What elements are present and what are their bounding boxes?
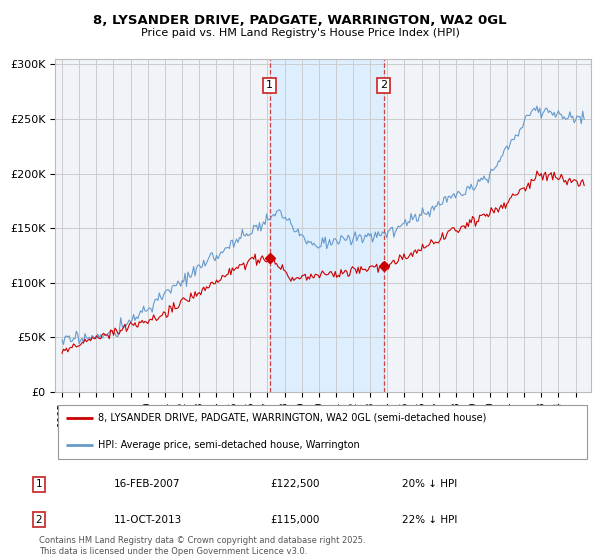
Text: 2: 2: [380, 81, 387, 91]
Text: £122,500: £122,500: [270, 479, 320, 489]
Text: 1: 1: [266, 81, 273, 91]
Text: 20% ↓ HPI: 20% ↓ HPI: [402, 479, 457, 489]
Text: Price paid vs. HM Land Registry's House Price Index (HPI): Price paid vs. HM Land Registry's House …: [140, 28, 460, 38]
Text: 22% ↓ HPI: 22% ↓ HPI: [402, 515, 457, 525]
Text: HPI: Average price, semi-detached house, Warrington: HPI: Average price, semi-detached house,…: [98, 440, 360, 450]
Text: 11-OCT-2013: 11-OCT-2013: [114, 515, 182, 525]
FancyBboxPatch shape: [58, 404, 587, 459]
Text: 8, LYSANDER DRIVE, PADGATE, WARRINGTON, WA2 0GL: 8, LYSANDER DRIVE, PADGATE, WARRINGTON, …: [93, 14, 507, 27]
Text: Contains HM Land Registry data © Crown copyright and database right 2025.
This d: Contains HM Land Registry data © Crown c…: [39, 536, 365, 556]
Text: £115,000: £115,000: [270, 515, 319, 525]
Text: 16-FEB-2007: 16-FEB-2007: [114, 479, 181, 489]
Bar: [269, 59, 383, 392]
Text: 2: 2: [35, 515, 43, 525]
Text: 8, LYSANDER DRIVE, PADGATE, WARRINGTON, WA2 0GL (semi-detached house): 8, LYSANDER DRIVE, PADGATE, WARRINGTON, …: [98, 413, 487, 423]
Text: 1: 1: [35, 479, 43, 489]
